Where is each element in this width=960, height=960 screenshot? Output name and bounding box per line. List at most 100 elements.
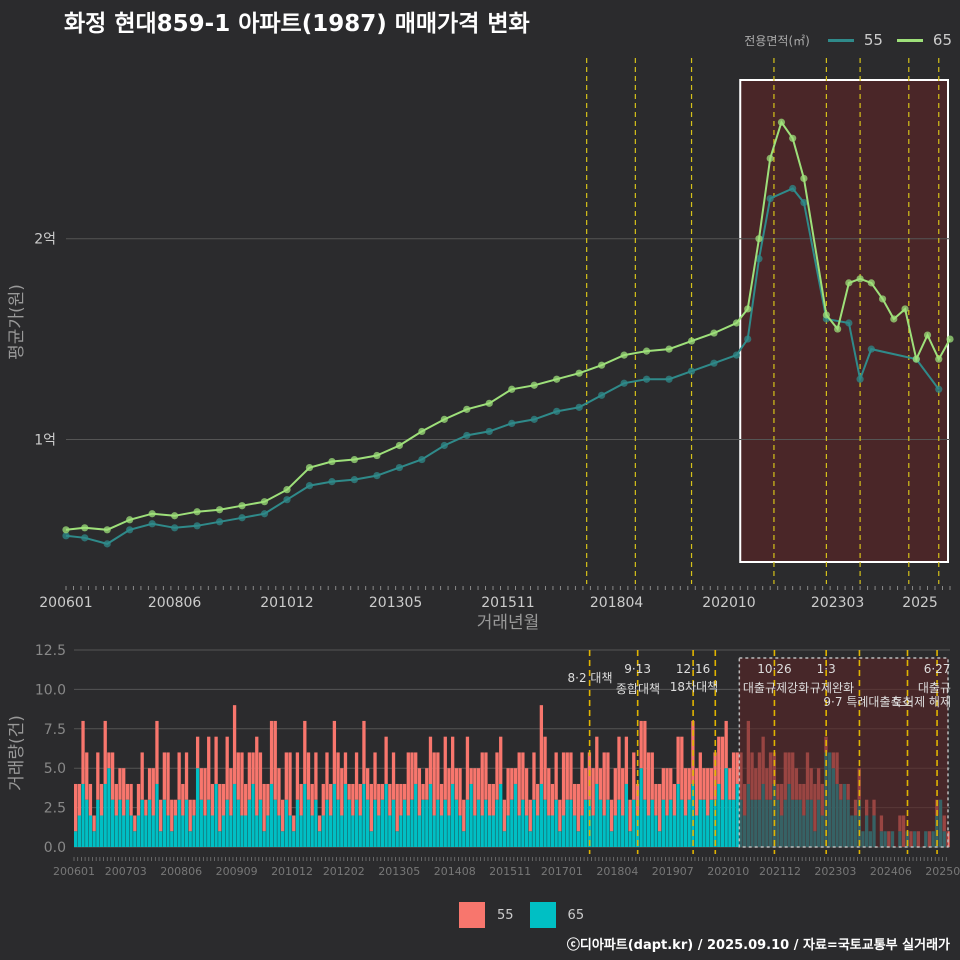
bar-65 [380,799,385,847]
data-point-65 [485,399,493,407]
bar-55 [74,783,78,832]
bar-65 [258,799,263,847]
bar-65 [147,799,152,847]
bar-55 [683,768,688,816]
bar-55 [428,736,433,784]
bar-65 [458,815,462,847]
bar-65 [632,799,636,847]
data-point-65 [642,347,651,355]
bar-55 [539,705,544,784]
bar-65 [650,799,654,847]
bar-55 [584,768,588,800]
bar-65 [561,815,566,847]
bar-55 [417,768,422,816]
bar-55 [524,768,529,816]
bar-55 [447,768,451,816]
bar-55 [624,736,629,784]
policy-name-label: 18차대책 [670,679,718,694]
bar-55 [436,752,440,800]
y-axis-title: 평균가(원) [7,284,27,360]
bar-55 [632,752,636,800]
policy-name-label: 9·7 특례대출축소 [823,695,912,709]
legend-label-55: 55 [863,31,883,49]
bar-65 [595,783,599,847]
bar-65 [369,831,373,847]
bar-65 [229,815,233,847]
data-point-65 [923,331,932,339]
bar-55 [421,783,425,800]
data-point-65 [350,455,359,464]
bar-x-tick-label: 202509 [925,865,960,878]
data-point-65 [62,526,70,534]
bar-55 [240,752,244,816]
bar-x-tick-label: 201202 [323,865,365,878]
bar-55 [694,768,699,816]
data-point-55 [766,194,774,203]
data-point-55 [81,534,89,542]
bar-65 [672,815,677,847]
bar-65 [129,815,133,847]
bar-65 [613,815,617,847]
bar-55 [81,720,85,784]
legend-swatch-65 [896,38,923,42]
data-point-65 [148,510,156,518]
bar-legend: 55 65 [459,902,600,928]
bar-65 [698,799,702,847]
bar-55 [144,799,148,816]
bar-55 [236,752,240,800]
bar-55 [643,720,647,800]
data-point-65 [328,457,336,466]
data-point-65 [665,345,673,353]
bar-65 [654,815,658,847]
x-tick-label: 201305 [369,595,422,611]
bar-65 [240,815,244,847]
bar-65 [321,815,325,847]
bar-65 [521,799,525,847]
bar-55 [214,736,218,784]
bar-55 [451,736,455,784]
policy-date-label: 12·16 [676,662,710,676]
bar-x-tick-label: 201012 [271,865,313,878]
bar-55 [258,752,263,800]
bar-y-tick-label: 0.0 [44,840,66,856]
source-credit: ⓒ디아파트(dapt.kr) / 2025.09.10 / 자료=국토교통부 실… [566,938,950,953]
bar-65 [417,815,422,847]
data-point-65 [238,502,246,510]
x-tick-label: 201804 [590,595,644,611]
data-point-55 [171,524,179,532]
bar-65 [114,815,118,847]
bar-55 [125,783,130,800]
bar-65 [591,815,595,847]
bar-65 [203,815,207,847]
data-point-65 [103,526,111,534]
bar-55 [347,783,351,800]
bar-65 [395,831,399,847]
bar-55 [735,752,739,784]
bar-65 [399,815,403,847]
bar-55 [676,736,680,784]
bar-65 [336,799,340,847]
bar-55 [621,768,625,816]
bar-65 [580,815,584,847]
bar-55 [680,736,684,800]
bar-65 [199,799,203,847]
data-point-55 [62,532,70,540]
bar-55 [110,752,115,800]
bar-65 [103,783,107,847]
bar-65 [373,799,377,847]
x-tick-label: 200601 [39,595,92,611]
bar-55 [561,752,566,816]
bar-65 [639,768,643,847]
bar-55 [576,783,580,832]
bar-55 [159,799,163,832]
bar-65 [170,831,174,847]
bar-65 [720,799,725,847]
bar-x-tick-label: 201907 [652,865,694,878]
data-point-65 [395,441,403,450]
bar-55 [329,783,333,816]
data-point-55 [530,415,538,423]
bar-65 [151,815,155,847]
data-point-65 [81,524,89,532]
data-point-55 [935,385,943,393]
